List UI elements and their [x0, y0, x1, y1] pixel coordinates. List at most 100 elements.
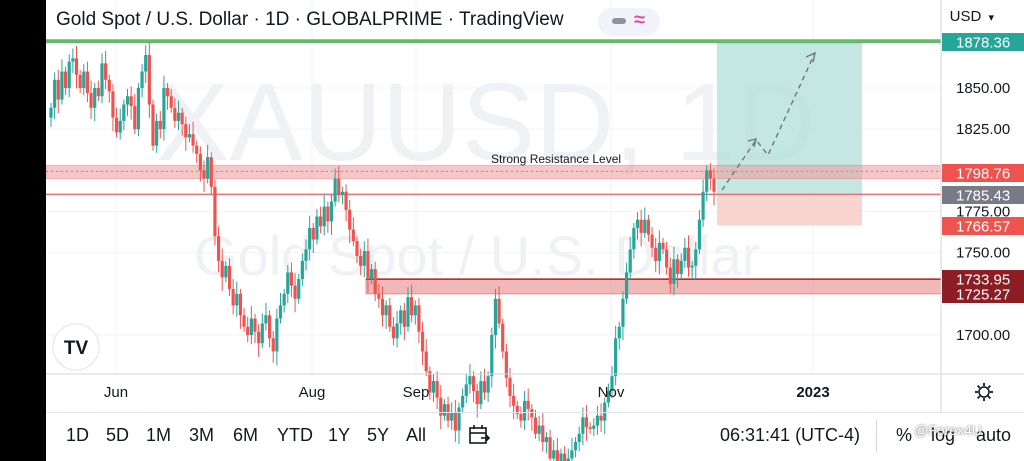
candle[interactable]	[74, 58, 79, 75]
candle[interactable]	[267, 315, 272, 339]
candle[interactable]	[151, 104, 155, 146]
candle[interactable]	[366, 251, 370, 280]
candle[interactable]	[464, 384, 468, 396]
range-5y[interactable]: 5Y	[367, 425, 390, 445]
wave-icon[interactable]: ≈	[634, 9, 645, 31]
candle[interactable]	[100, 63, 104, 97]
candle[interactable]	[468, 376, 472, 385]
candle[interactable]	[165, 88, 170, 97]
candle[interactable]	[78, 74, 82, 88]
tradingview-logo[interactable]	[52, 323, 100, 371]
candle[interactable]	[144, 55, 148, 72]
candle[interactable]	[195, 145, 199, 154]
price-tag[interactable]	[942, 217, 1024, 235]
calendar-range-icon[interactable]	[467, 423, 491, 452]
candle[interactable]	[635, 219, 640, 228]
candle[interactable]	[654, 247, 658, 261]
currency-selector[interactable]: USD ▾	[950, 8, 994, 25]
candle[interactable]	[231, 288, 235, 306]
support-zone-lower[interactable]	[365, 278, 942, 295]
range-3m[interactable]: 3M	[189, 425, 215, 445]
indicator-controls[interactable]: ≈	[598, 8, 660, 36]
candle[interactable]	[424, 351, 428, 372]
candle[interactable]	[552, 450, 556, 459]
candle[interactable]	[628, 249, 632, 273]
log-toggle[interactable]: log	[931, 425, 956, 445]
candle[interactable]	[249, 318, 253, 335]
range-1d[interactable]: 1D	[66, 425, 90, 445]
candle[interactable]	[668, 267, 672, 284]
candle[interactable]	[522, 400, 527, 421]
candle[interactable]	[216, 236, 221, 261]
candle[interactable]	[173, 107, 177, 121]
candle[interactable]	[198, 153, 202, 171]
candle[interactable]	[675, 259, 680, 275]
percent-toggle[interactable]: %	[896, 425, 913, 445]
candle[interactable]	[442, 404, 447, 416]
candle[interactable]	[708, 170, 712, 179]
candle[interactable]	[63, 71, 68, 88]
candle[interactable]	[672, 259, 676, 284]
candle[interactable]	[486, 376, 490, 393]
candle[interactable]	[264, 315, 268, 324]
candle[interactable]	[275, 318, 279, 352]
candle[interactable]	[471, 376, 476, 391]
candle[interactable]	[661, 242, 665, 250]
candle[interactable]	[650, 234, 654, 248]
candle[interactable]	[329, 201, 334, 222]
candle[interactable]	[318, 216, 323, 227]
candle[interactable]	[573, 442, 578, 451]
price-tag[interactable]	[942, 270, 1024, 288]
candle[interactable]	[621, 298, 625, 327]
candle[interactable]	[617, 326, 621, 339]
range-5d[interactable]: 5D	[106, 425, 130, 445]
candle[interactable]	[187, 134, 192, 138]
candle[interactable]	[362, 251, 366, 266]
candle[interactable]	[333, 178, 337, 202]
candle[interactable]	[85, 71, 90, 93]
candle[interactable]	[533, 417, 538, 434]
candle[interactable]	[610, 376, 614, 391]
candle[interactable]	[184, 124, 188, 138]
candle[interactable]	[683, 247, 687, 261]
candle[interactable]	[180, 112, 184, 125]
candle[interactable]	[191, 134, 195, 146]
range-1m[interactable]: 1M	[146, 425, 172, 445]
candle[interactable]	[322, 206, 326, 227]
candle[interactable]	[697, 219, 702, 250]
candle[interactable]	[428, 371, 432, 393]
candle[interactable]	[111, 91, 115, 118]
candle[interactable]	[227, 265, 232, 289]
candle[interactable]	[705, 170, 709, 192]
candle[interactable]	[570, 450, 574, 459]
candle[interactable]	[679, 260, 683, 275]
candle[interactable]	[253, 318, 257, 332]
candle[interactable]	[56, 79, 60, 100]
candle[interactable]	[701, 191, 705, 220]
candle[interactable]	[315, 216, 319, 240]
range-1y[interactable]: 1Y	[328, 425, 351, 445]
candle[interactable]	[82, 71, 86, 88]
candle[interactable]	[501, 323, 505, 352]
candle[interactable]	[519, 414, 523, 421]
candle[interactable]	[136, 88, 141, 130]
candle[interactable]	[402, 310, 406, 327]
candle[interactable]	[388, 305, 392, 327]
candle[interactable]	[60, 71, 64, 100]
candle[interactable]	[508, 377, 512, 396]
range-all[interactable]: All	[406, 425, 427, 445]
candle[interactable]	[162, 88, 166, 130]
price-tag[interactable]	[942, 186, 1024, 204]
candle[interactable]	[147, 55, 151, 105]
candle[interactable]	[289, 272, 294, 286]
candle[interactable]	[169, 96, 173, 108]
candle[interactable]	[67, 61, 71, 88]
candle[interactable]	[114, 117, 119, 133]
candle[interactable]	[158, 120, 162, 130]
candle[interactable]	[603, 402, 607, 421]
candle[interactable]	[373, 269, 377, 294]
candle[interactable]	[544, 437, 549, 443]
candle[interactable]	[584, 417, 589, 428]
candle[interactable]	[304, 249, 308, 261]
